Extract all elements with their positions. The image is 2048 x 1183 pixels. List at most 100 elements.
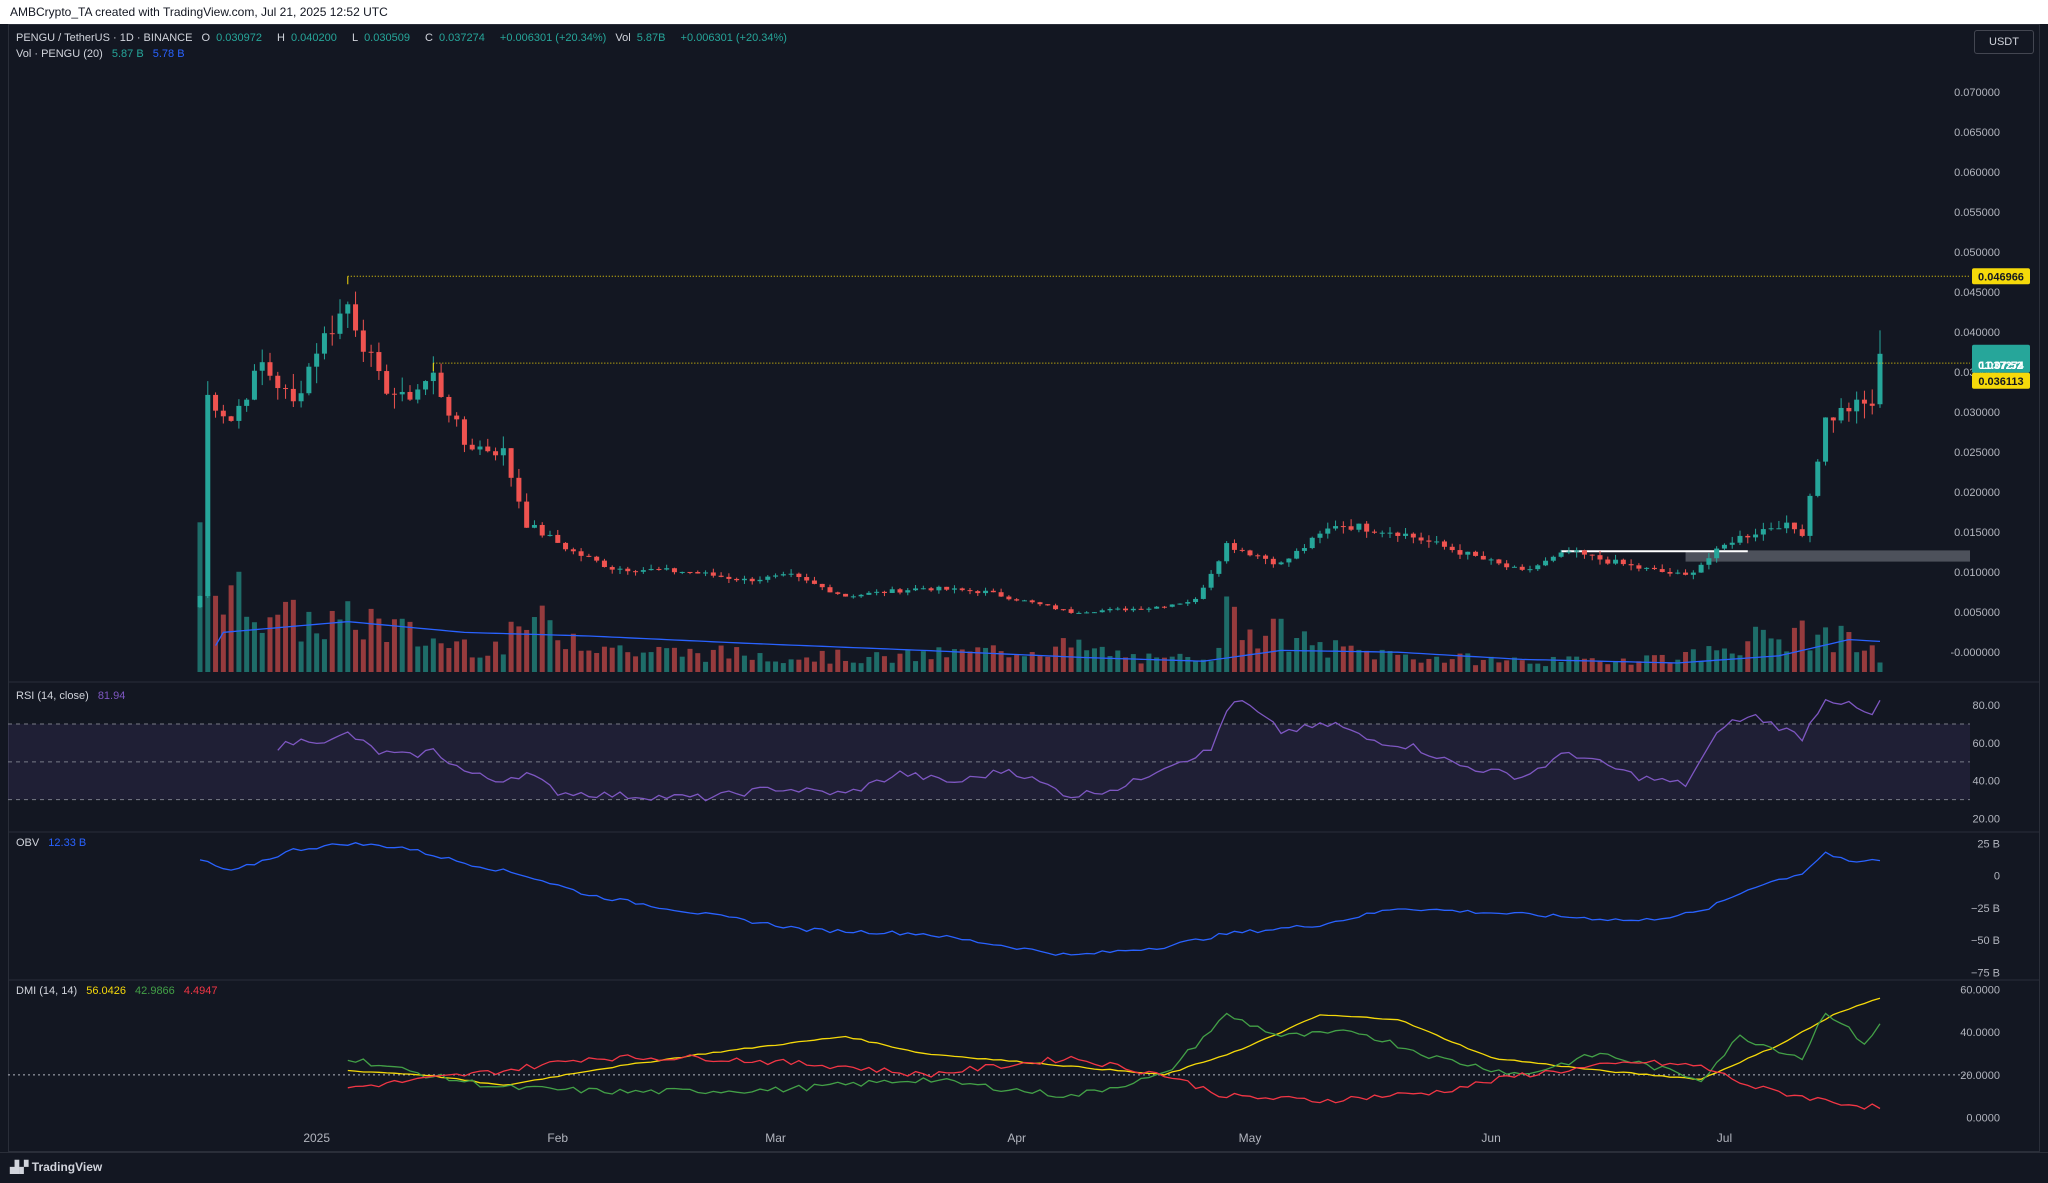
- candle-body: [1146, 608, 1152, 610]
- volume-bar: [1628, 664, 1634, 672]
- volume-bar: [1441, 662, 1447, 672]
- volume-bar: [1457, 653, 1463, 672]
- dmi-legend: DMI (14, 14) 56.0426 42.9866 4.4947: [16, 985, 224, 997]
- volume-bar: [1410, 659, 1416, 672]
- currency-button[interactable]: USDT: [1974, 30, 2034, 54]
- price-axis-tick: 0.065000: [1954, 127, 2000, 139]
- volume-bar: [959, 649, 965, 672]
- volume-bar: [1286, 651, 1292, 672]
- volume-bar: [415, 646, 421, 672]
- candle-body: [1706, 558, 1712, 565]
- volume-bar: [1340, 646, 1346, 672]
- volume-bar: [1815, 634, 1821, 672]
- footer-bar: ▟▞ TradingView: [0, 1152, 2048, 1183]
- volume-bar: [1146, 653, 1152, 672]
- candle-body: [1511, 566, 1517, 568]
- volume-bar: [601, 646, 607, 672]
- candle-body: [1535, 565, 1541, 570]
- candle-body: [1364, 523, 1370, 532]
- dmi-study-label[interactable]: DMI (14, 14): [16, 985, 78, 997]
- candle-body: [205, 394, 211, 597]
- volume-bar: [337, 619, 343, 672]
- volume-bar: [563, 649, 569, 672]
- volume-bar: [889, 662, 895, 672]
- candle-body: [835, 592, 841, 594]
- candle-body: [1566, 551, 1572, 553]
- rsi-line: [277, 698, 1881, 802]
- volume-bar: [617, 645, 623, 672]
- vol-change-value: +0.006301 (+20.34%): [680, 32, 787, 44]
- rsi-axis-tick: 60.00: [1972, 738, 2000, 750]
- volume-bar: [1247, 629, 1253, 672]
- candle-body: [1613, 559, 1619, 564]
- candle-body: [1239, 549, 1245, 551]
- volume-bar: [905, 649, 911, 672]
- volume-bar: [881, 656, 887, 672]
- volume-bar: [609, 647, 615, 672]
- candle-body: [1675, 572, 1681, 574]
- volume-bar: [1473, 665, 1479, 672]
- volume-bar: [990, 645, 996, 672]
- price-axis-tick: 0.055000: [1954, 207, 2000, 219]
- volume-study-label[interactable]: Vol · PENGU (20): [16, 48, 103, 60]
- candle-body: [1309, 537, 1315, 549]
- price-axis-tick: 0.025000: [1954, 447, 2000, 459]
- low-value: 0.030509: [364, 32, 410, 44]
- volume-bar: [1045, 656, 1051, 672]
- volume-bar: [259, 632, 265, 672]
- close-label: C: [425, 32, 433, 44]
- candle-body: [765, 576, 771, 580]
- candle-body: [1224, 543, 1230, 562]
- volume-bar: [1418, 662, 1424, 672]
- volume-bar: [741, 655, 747, 672]
- chart-frame[interactable]: [8, 24, 2040, 1152]
- attribution-bar: AMBCrypto_TA created with TradingView.co…: [0, 0, 2048, 24]
- support-zone: [1685, 550, 1970, 562]
- price-axis-tick: 0.050000: [1954, 247, 2000, 259]
- volume-bar: [1784, 651, 1790, 672]
- rsi-study-label[interactable]: RSI (14, close): [16, 690, 89, 702]
- candle-body: [1115, 608, 1121, 610]
- candle-body: [1154, 606, 1160, 609]
- countdown-tag: 11:07:52: [1979, 360, 2022, 372]
- volume-bar: [469, 657, 475, 672]
- level-tag-low-bg: [1972, 372, 2030, 389]
- candle-body: [563, 542, 569, 550]
- volume-bar: [275, 614, 281, 672]
- candle-body: [1169, 604, 1175, 607]
- obv-legend: OBV 12.33 B: [16, 837, 92, 849]
- volume-bar: [827, 663, 833, 672]
- volume-bar: [1130, 654, 1136, 672]
- symbol-label[interactable]: PENGU / TetherUS · 1D · BINANCE: [16, 32, 193, 44]
- dmi-plus-value: 42.9866: [135, 985, 175, 997]
- candle-body: [1830, 417, 1836, 421]
- candle-body: [1488, 559, 1494, 561]
- volume-bar: [477, 657, 483, 672]
- volume-bar: [1091, 648, 1097, 672]
- volume-bar: [1348, 645, 1354, 672]
- obv-study-label[interactable]: OBV: [16, 837, 40, 849]
- volume-bar: [1768, 638, 1774, 672]
- price-axis-tick: 0.030000: [1954, 407, 2000, 419]
- volume-bar: [1278, 618, 1284, 672]
- candle-body: [1410, 533, 1416, 538]
- candle-body: [1014, 599, 1020, 601]
- candle-body: [1426, 540, 1432, 542]
- volume-bar: [718, 645, 724, 672]
- candle-body: [516, 477, 522, 502]
- volume-bar: [1263, 635, 1269, 672]
- volume-bar: [1519, 660, 1525, 672]
- candle-body: [1543, 560, 1549, 566]
- volume-bar: [314, 633, 320, 672]
- candle-body: [446, 396, 452, 416]
- volume-bar: [1021, 656, 1027, 672]
- candle-body: [1877, 353, 1883, 405]
- volume-bar: [1185, 657, 1191, 672]
- candle-body: [1021, 600, 1027, 602]
- candle-body: [780, 574, 786, 576]
- volume-bar: [493, 641, 499, 672]
- candle-body: [384, 371, 390, 394]
- candle-body: [345, 304, 351, 314]
- candle-body: [399, 391, 405, 395]
